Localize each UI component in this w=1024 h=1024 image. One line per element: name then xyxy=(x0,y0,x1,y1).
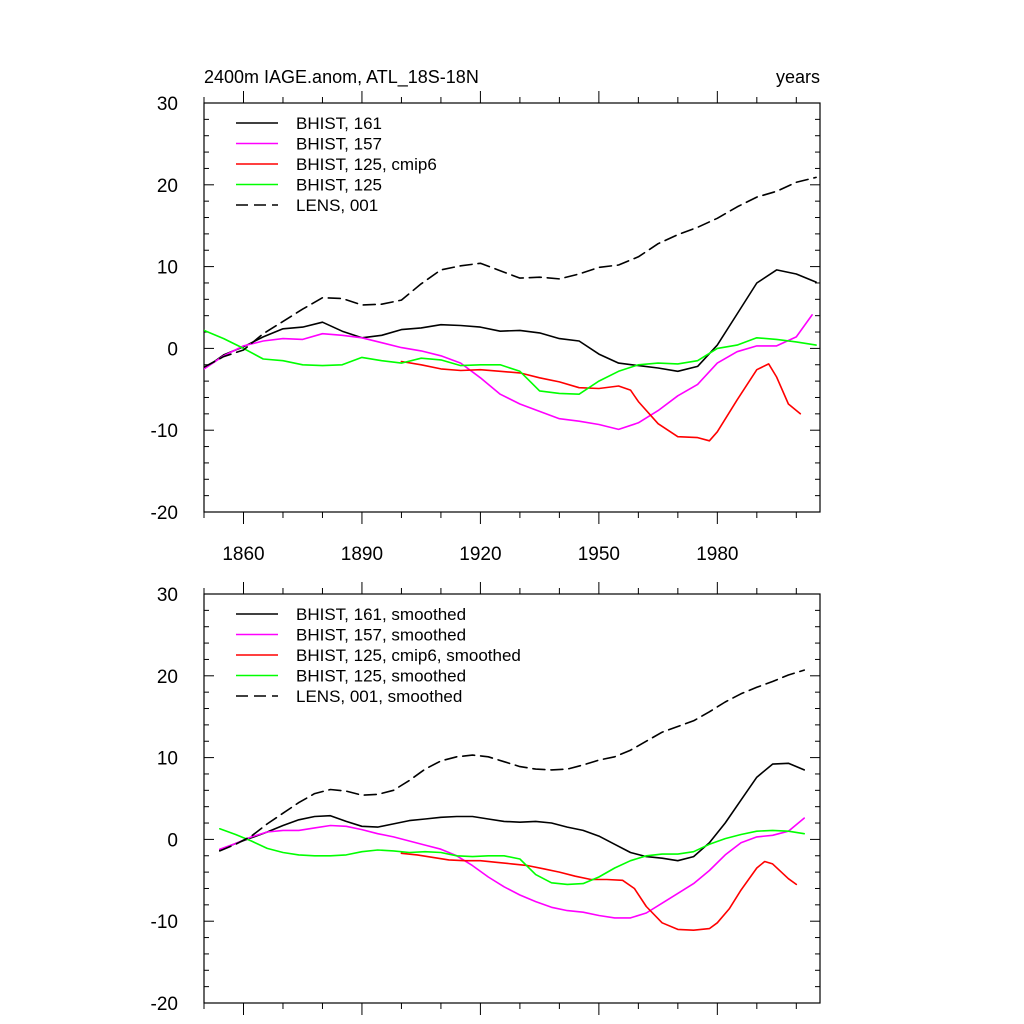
chart-0-series-lines xyxy=(204,176,817,442)
chart-1-legend-label: BHIST, 161, smoothed xyxy=(296,605,466,624)
chart-1-legend-label: BHIST, 125, smoothed xyxy=(296,667,466,686)
chart-1-ticks xyxy=(203,582,820,1015)
chart-0-legend-label: BHIST, 125, cmip6 xyxy=(296,155,437,174)
chart-0-xtick-label: 1860 xyxy=(222,544,264,565)
chart-0-xtick-label: 1950 xyxy=(578,544,620,565)
chart-0-ytick-label: 30 xyxy=(157,94,178,115)
chart-0-legend-label: BHIST, 125 xyxy=(296,176,382,195)
chart-0-series-bhist-157 xyxy=(204,314,813,431)
chart-1-series-lens-001-smoothed xyxy=(219,669,806,852)
chart-0-legend-label: BHIST, 161 xyxy=(296,114,382,133)
chart-1-series-bhist-157-smoothed xyxy=(219,817,806,919)
chart-0-ytick-label: -20 xyxy=(151,503,178,524)
chart-0-xtick-label: 1920 xyxy=(459,544,501,565)
chart-1-plot-frame xyxy=(203,593,821,1004)
chart-0-legend-label: BHIST, 157 xyxy=(296,135,382,154)
chart-1-ytick-label: -10 xyxy=(151,912,178,933)
chart-0-series-bhist-125 xyxy=(204,329,817,396)
chart-1-legend-label: LENS, 001, smoothed xyxy=(296,687,462,706)
chart-0-title: 2400m IAGE.anom, ATL_18S-18N xyxy=(204,67,479,88)
chart-1-ytick-label: 0 xyxy=(167,830,178,851)
chart-0-ytick-label: 0 xyxy=(167,339,178,360)
chart-0-legend-label: LENS, 001 xyxy=(296,196,378,215)
chart-1-series-bhist-125-smoothed xyxy=(219,827,806,886)
chart-0-ticks xyxy=(203,91,820,524)
chart-0-plot-frame xyxy=(203,102,821,513)
chart-1-ytick-label: 20 xyxy=(157,667,178,688)
chart-0-ytick-label: 20 xyxy=(157,176,178,197)
chart-1-legend-label: BHIST, 157, smoothed xyxy=(296,626,466,645)
chart-1-ytick-label: 30 xyxy=(157,585,178,606)
chart-1-legend-label: BHIST, 125, cmip6, smoothed xyxy=(296,646,521,665)
chart-1-series-lines xyxy=(219,669,806,932)
chart-0-ytick-label: 10 xyxy=(157,258,178,279)
chart-1-ytick-label: -20 xyxy=(151,994,178,1015)
chart-0-xtick-label: 1980 xyxy=(696,544,738,565)
chart-0-xtick-label: 1890 xyxy=(341,544,383,565)
top-panel: -20 -10 0 10 20 30 1860 1890 1920 1950 1980 2400m I… xyxy=(151,67,821,565)
chart-0-ytick-label: -10 xyxy=(151,421,178,442)
chart-1-series-bhist-125-cmip6-smoothed xyxy=(400,852,798,932)
chart-0-units-label: years xyxy=(776,67,820,87)
chart-0-series-bhist-161 xyxy=(204,269,817,373)
chart-1-series-bhist-161-smoothed xyxy=(219,762,806,862)
chart-1-ytick-label: 10 xyxy=(157,749,178,770)
chart-0-series-lens-001 xyxy=(204,176,817,369)
chart-1-legend: BHIST, 161, smoothed BHIST, 157, smoothed… xyxy=(236,605,521,706)
chart-0-series-bhist-125-cmip6 xyxy=(400,360,802,442)
